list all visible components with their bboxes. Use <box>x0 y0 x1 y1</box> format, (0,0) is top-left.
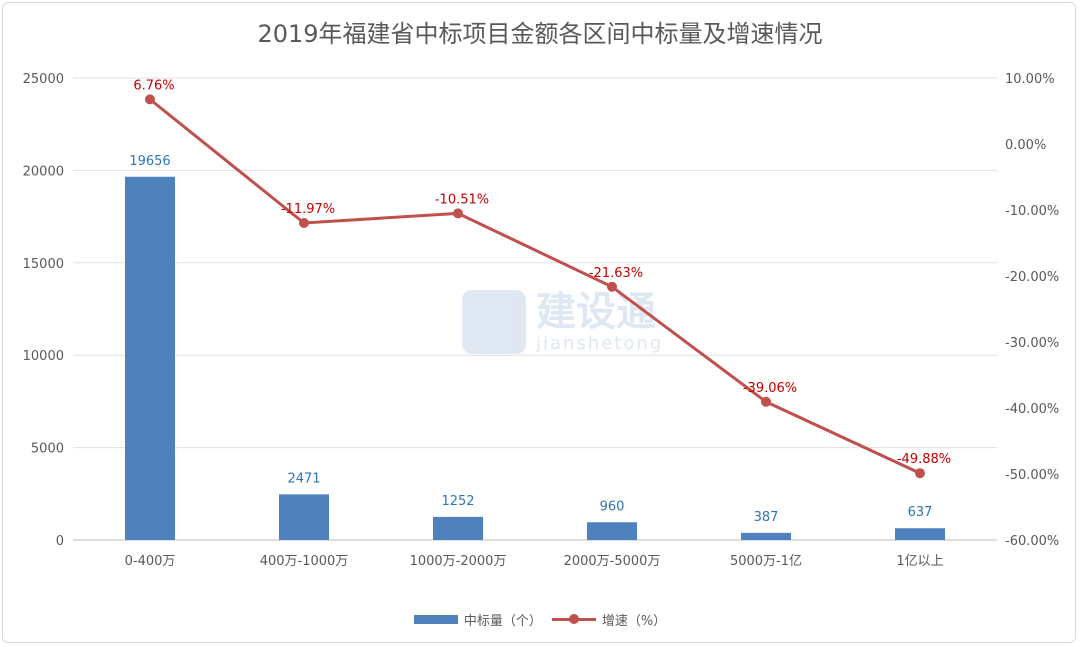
x-tick-label: 2000万-5000万 <box>564 554 661 569</box>
bar <box>433 516 483 540</box>
y-right-tick-label: -20.00% <box>1005 270 1059 285</box>
bar <box>741 532 791 540</box>
y-right-tick-label: -50.00% <box>1005 468 1059 483</box>
y-right-tick-label: 0.00% <box>1005 138 1046 153</box>
y-left-tick-label: 15000 <box>23 257 64 272</box>
legend-label: 中标量（个） <box>463 614 542 629</box>
line-data-label: -10.51% <box>435 192 489 207</box>
line-point <box>761 396 771 407</box>
y-right-tick-label: -60.00% <box>1005 534 1059 549</box>
line-point <box>607 281 617 292</box>
x-tick-label: 5000万-1亿 <box>730 554 802 569</box>
watermark-text: 建设通 <box>536 288 656 335</box>
y-right-tick-label: 10.00% <box>1005 72 1055 87</box>
watermark: 建设通 jianshetong <box>462 290 663 354</box>
legend-bar-swatch <box>413 615 458 624</box>
x-tick-label: 0-400万 <box>125 554 176 569</box>
line-point <box>915 468 925 479</box>
bar <box>895 528 945 540</box>
y-right-tick-label: -10.00% <box>1005 204 1059 219</box>
y-right-tick-label: -30.00% <box>1005 336 1059 351</box>
bar-data-label: 637 <box>908 505 933 520</box>
y-left-tick-label: 20000 <box>23 164 64 179</box>
line-data-label: -49.88% <box>897 452 951 467</box>
line-point <box>145 94 155 105</box>
y-right-tick-label: -40.00% <box>1005 402 1059 417</box>
bar-data-label: 19656 <box>129 154 170 169</box>
line-data-label: 6.76% <box>133 78 174 93</box>
y-left-tick-label: 10000 <box>23 349 64 364</box>
line-point <box>453 208 463 219</box>
bar-data-label: 960 <box>600 499 625 514</box>
line-data-label: -11.97% <box>281 202 335 217</box>
x-tick-label: 1亿以上 <box>896 554 943 569</box>
legend-line-swatch <box>551 614 596 624</box>
line-point <box>299 218 309 229</box>
watermark-subtext: jianshetong <box>536 332 664 354</box>
watermark-logo-icon <box>462 290 526 354</box>
y-left-tick-label: 0 <box>56 534 64 549</box>
bar-data-label: 1252 <box>441 494 474 509</box>
bar-data-label: 2471 <box>287 471 320 486</box>
x-tick-label: 400万-1000万 <box>260 554 349 569</box>
bar <box>587 522 637 540</box>
y-left-tick-label: 5000 <box>31 442 64 457</box>
chart-title: 2019年福建省中标项目金额各区间中标量及增速情况 <box>257 20 823 48</box>
legend: 中标量（个） 增速（%） <box>0 610 1080 629</box>
bar-data-label: 387 <box>754 510 779 525</box>
bar <box>279 494 329 540</box>
bar <box>125 176 175 540</box>
x-tick-label: 1000万-2000万 <box>410 554 507 569</box>
legend-item-line[interactable]: 增速（%） <box>551 610 667 629</box>
legend-label: 增速（%） <box>601 614 667 629</box>
y-left-tick-label: 25000 <box>23 72 64 87</box>
growth-line <box>149 98 921 475</box>
line-data-label: -21.63% <box>589 266 643 281</box>
line-data-label: -39.06% <box>743 381 797 396</box>
legend-item-bar[interactable]: 中标量（个） <box>413 610 542 629</box>
